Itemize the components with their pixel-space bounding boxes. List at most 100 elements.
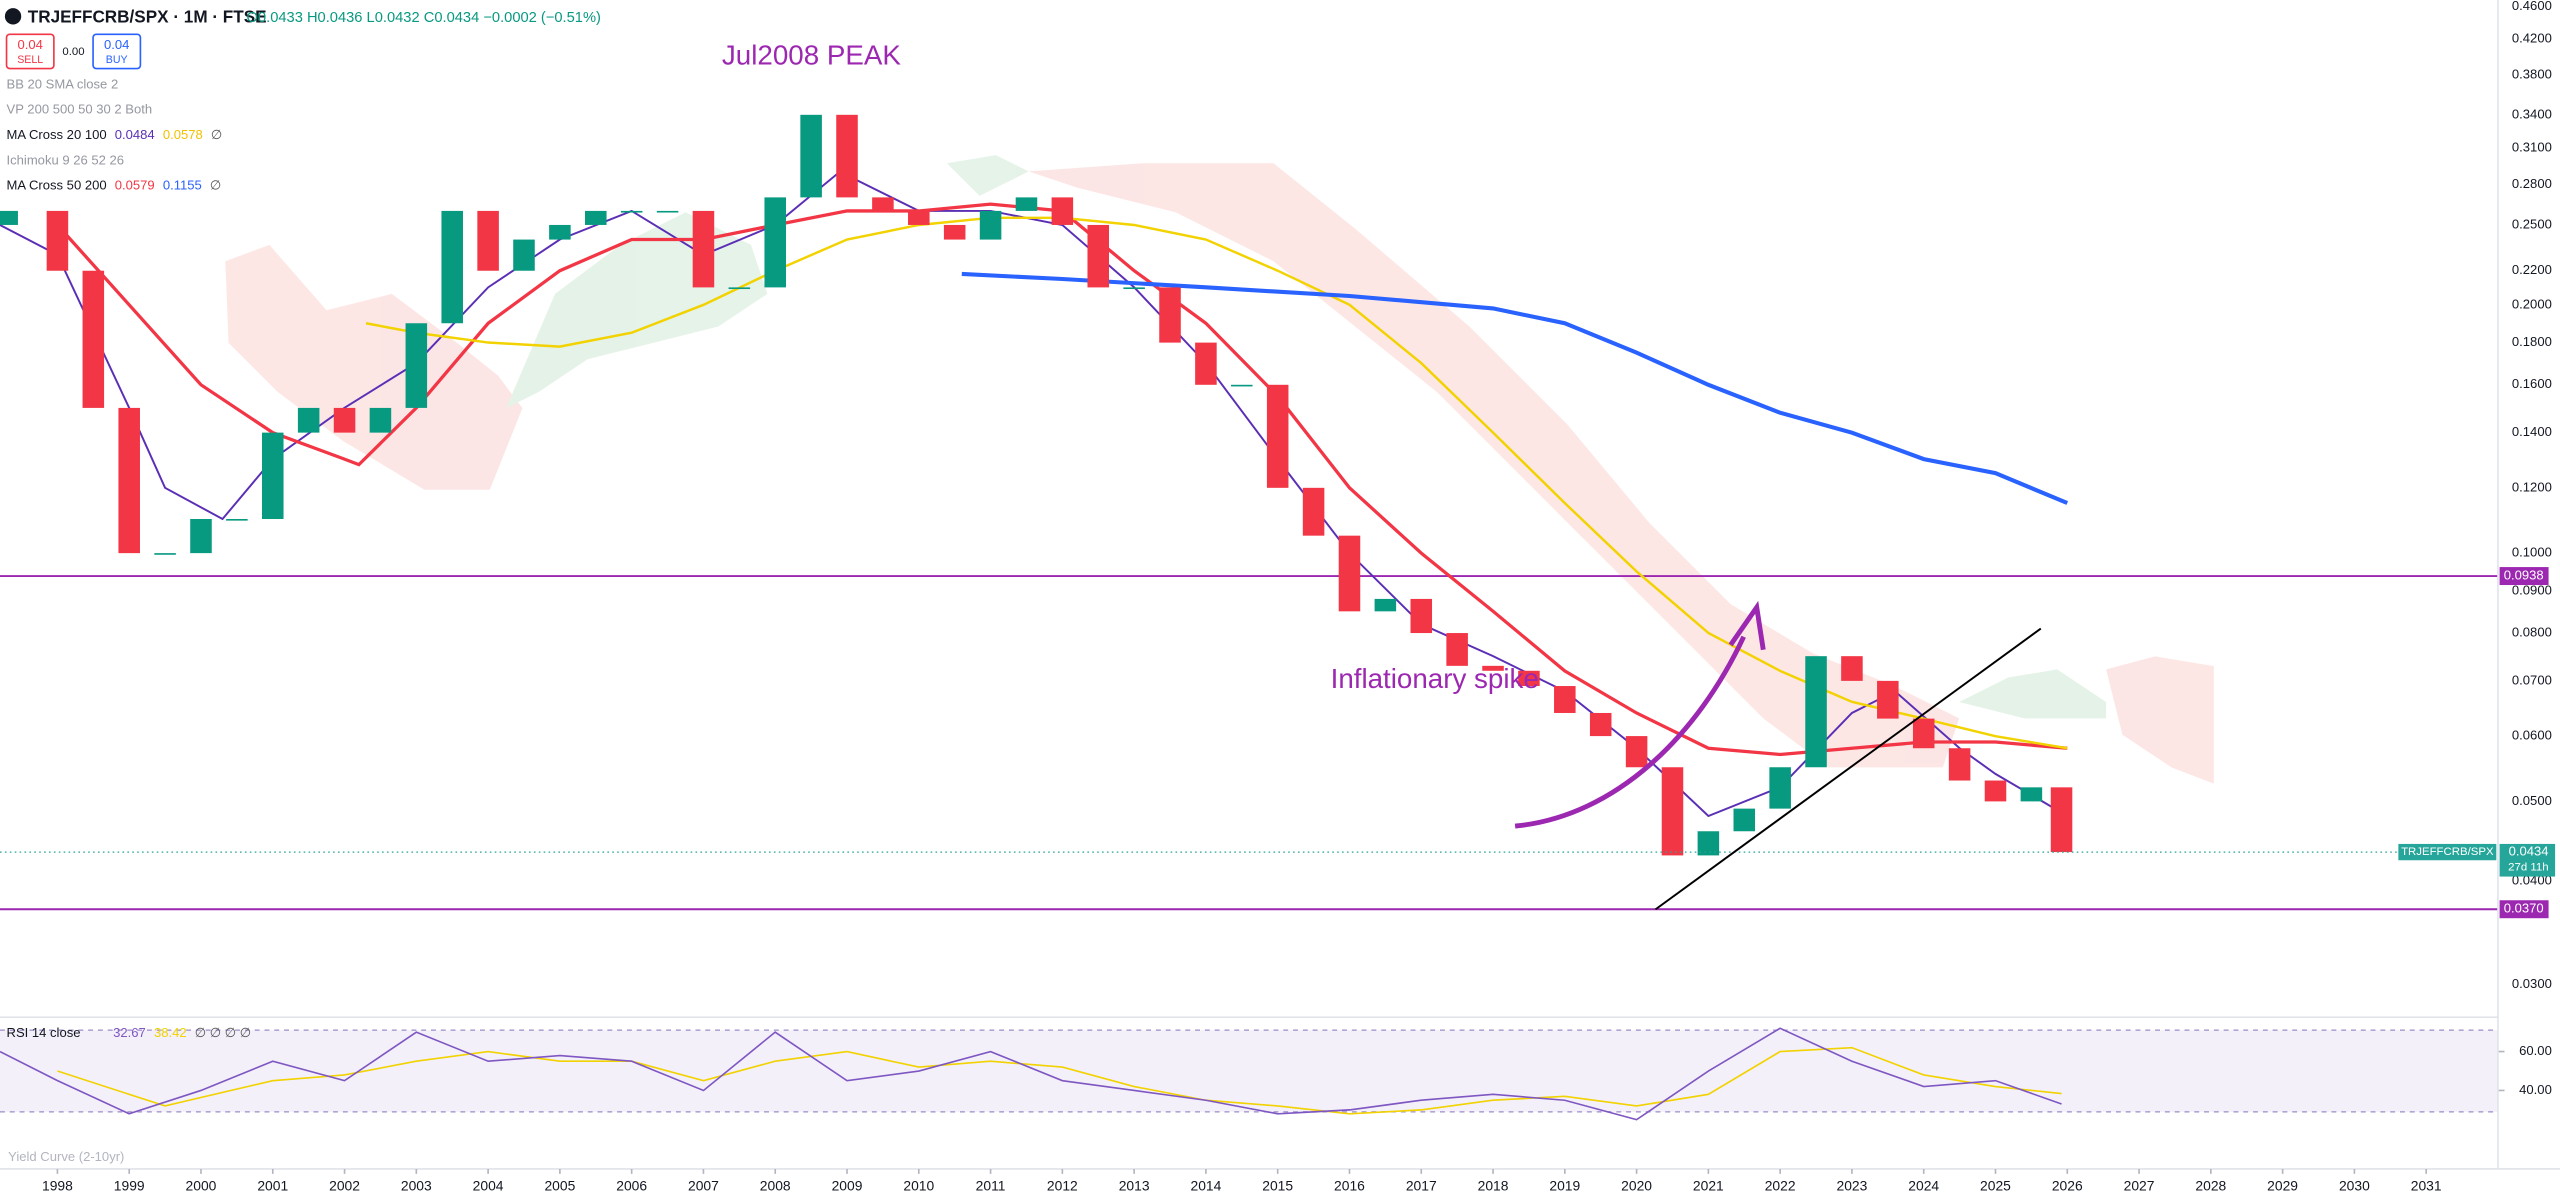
indicator-value: 38.42 (154, 1025, 187, 1040)
x-tick-label: 2002 (329, 1178, 360, 1194)
candle (513, 239, 535, 271)
y-tick-label: 0.3400 (2512, 106, 2552, 121)
candle (728, 287, 751, 290)
candle (369, 407, 392, 433)
candle (477, 210, 499, 271)
buy-box[interactable] (92, 33, 142, 70)
rsi-band (0, 1030, 2498, 1112)
y-tick-label: 0.1400 (2512, 424, 2552, 439)
candle (1912, 718, 1935, 749)
candle (1589, 712, 1612, 737)
x-tick-label: 2001 (257, 1178, 288, 1194)
x-tick-label: 2025 (1980, 1178, 2011, 1194)
price-pane: 0.4600 0.4200 0.3800 0.3400 0.3100 0.2800 0.25… (0, 0, 2556, 991)
indicator-name: MA Cross 20 100 (7, 127, 107, 142)
indicator-legend: BB 20 SMA close 2 VP 200 500 50 30 2 Both… (7, 76, 223, 192)
buy-label[interactable]: BUY (106, 54, 128, 66)
candle (1410, 598, 1433, 634)
countdown: 27d 11h (2508, 862, 2548, 874)
sell-button[interactable]: 0.04 SELL (5, 33, 55, 70)
rsi-ma-line (57, 1046, 2062, 1115)
candle (1159, 287, 1181, 343)
x-tick-label: 1998 (42, 1178, 73, 1194)
candle (2020, 787, 2043, 802)
annotation: Inflationary spike (1331, 663, 1539, 694)
y-tick-label: 0.2000 (2512, 296, 2552, 311)
x-tick-label: 2021 (1693, 1178, 1724, 1194)
candle (405, 323, 428, 408)
rsi-pane: 60.00 40.00 RSI 14 close 32.67 38.42 ∅ ∅ ∅ ∅ (0, 1025, 2552, 1121)
x-tick-label: 2015 (1262, 1178, 1293, 1194)
y-tick-label: 0.0300 (2512, 976, 2552, 991)
ohlc: O0.0433 H0.0436 L0.0432 C0.0434 −0.0002 … (247, 10, 601, 26)
indicator-value: 32.67 (113, 1025, 146, 1040)
candle (549, 224, 571, 240)
candle (0, 210, 18, 225)
x-tick-label: 2031 (2411, 1178, 2442, 1194)
indicator-value: 0.0579 (115, 178, 155, 193)
candle (656, 210, 679, 213)
indicator-flag: ∅ (211, 127, 222, 142)
y-tick-label: 0.1800 (2512, 334, 2552, 349)
x-tick-label: 2006 (616, 1178, 647, 1194)
indicator-name: RSI 14 close (7, 1025, 81, 1040)
indicator-label: Yield Curve (2-10yr) (8, 1149, 124, 1164)
candle (1015, 197, 1038, 211)
candle (764, 197, 786, 288)
x-tick-label: 2030 (2339, 1178, 2370, 1194)
sell-box[interactable] (5, 33, 55, 70)
time-axis: 1998 1999 2000 2001 2002 2003 2004 2005 2006 2007… (42, 1168, 2442, 1194)
indicator-flag: ∅ ∅ ∅ ∅ (195, 1025, 251, 1040)
candle (1877, 680, 1899, 719)
buy-price[interactable]: 0.04 (104, 37, 129, 52)
candle (800, 114, 822, 198)
price-label-bg (2499, 843, 2556, 877)
candle (585, 210, 607, 225)
y-tick-label: 0.0800 (2512, 625, 2552, 640)
y-tick-label: 0.0900 (2512, 582, 2552, 597)
candle (441, 210, 463, 324)
y-tick-label: 0.4200 (2512, 31, 2552, 46)
candle (1625, 736, 1648, 768)
y-tick-label: 0.0500 (2512, 793, 2552, 808)
price-label-bg (2499, 900, 2549, 919)
x-tick-label: 2024 (1908, 1178, 1939, 1194)
x-tick-label: 2007 (688, 1178, 719, 1194)
indicator-name: VP 200 500 50 30 2 Both (7, 102, 153, 117)
candle (620, 210, 643, 213)
y-tick-label: 0.4600 (2512, 0, 2552, 13)
x-tick-label: 2016 (1334, 1178, 1365, 1194)
x-tick-label: 2028 (2195, 1178, 2226, 1194)
x-tick-label: 2004 (473, 1178, 504, 1194)
indicator-name: MA Cross 50 200 (7, 178, 107, 193)
x-tick-label: 2014 (1190, 1178, 1221, 1194)
x-tick-label: 2005 (544, 1178, 575, 1194)
candle (692, 210, 715, 288)
symbol[interactable]: TRJEFFCRB/SPX · 1M · FTSE (28, 6, 267, 26)
candle (190, 518, 212, 554)
candle (1123, 287, 1145, 290)
candle (1087, 224, 1110, 288)
x-tick-label: 2010 (903, 1178, 934, 1194)
candle (2050, 787, 2073, 853)
buy-button[interactable]: 0.04 BUY (92, 33, 142, 70)
price-label: 0.0434 (2509, 844, 2549, 859)
indicator-name: BB 20 SMA close 2 (7, 76, 119, 91)
candle (1482, 665, 1504, 671)
symbol-icon (4, 8, 22, 25)
y-tick-label: 0.1000 (2512, 545, 2552, 560)
sell-label[interactable]: SELL (17, 54, 43, 66)
y-tick-label: 0.1200 (2512, 479, 2552, 494)
x-tick-label: 2019 (1549, 1178, 1580, 1194)
x-tick-label: 2012 (1047, 1178, 1078, 1194)
sell-price[interactable]: 0.04 (18, 37, 43, 52)
x-tick-label: 2008 (760, 1178, 791, 1194)
price-label: 0.0370 (2504, 901, 2544, 916)
y-tick-label: 0.2500 (2512, 216, 2552, 231)
candle (1733, 808, 1756, 832)
candle (1195, 342, 1217, 385)
candle (1231, 384, 1253, 387)
moving-average (365, 216, 2068, 750)
candle (154, 553, 176, 555)
